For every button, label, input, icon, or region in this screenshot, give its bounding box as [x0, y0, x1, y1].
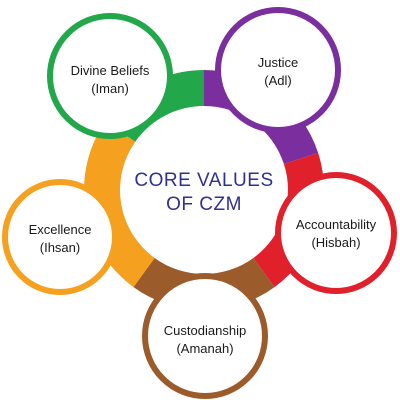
value-arabic-term: (Hisbah) [311, 235, 360, 250]
core-title-line2: OF CZM [166, 194, 242, 215]
value-circle [275, 172, 397, 294]
core-circle [122, 108, 286, 272]
value-circle [47, 13, 173, 139]
value-node-accountability: Accountability (Hisbah) [275, 172, 397, 294]
value-node-divine-beliefs: Divine Beliefs (Iman) [47, 13, 173, 139]
value-arabic-term: (Iman) [91, 81, 129, 96]
value-node-excellence: Excellence (Ihsan) [2, 179, 118, 295]
value-circle [215, 7, 341, 133]
value-name: Custodianship [164, 323, 246, 338]
value-circle [2, 179, 118, 295]
value-node-justice: Justice (Adl) [215, 7, 341, 133]
value-name: Excellence [29, 222, 92, 237]
value-node-custodianship: Custodianship (Amanah) [142, 273, 268, 399]
value-arabic-term: (Adl) [264, 73, 291, 88]
value-circle [142, 273, 268, 399]
value-name: Divine Beliefs [71, 63, 150, 78]
value-name: Accountability [296, 217, 377, 232]
value-arabic-term: (Amanah) [176, 341, 233, 356]
value-arabic-term: (Ihsan) [40, 240, 80, 255]
core-title-line1: CORE VALUES [134, 170, 273, 191]
value-name: Justice [258, 55, 298, 70]
